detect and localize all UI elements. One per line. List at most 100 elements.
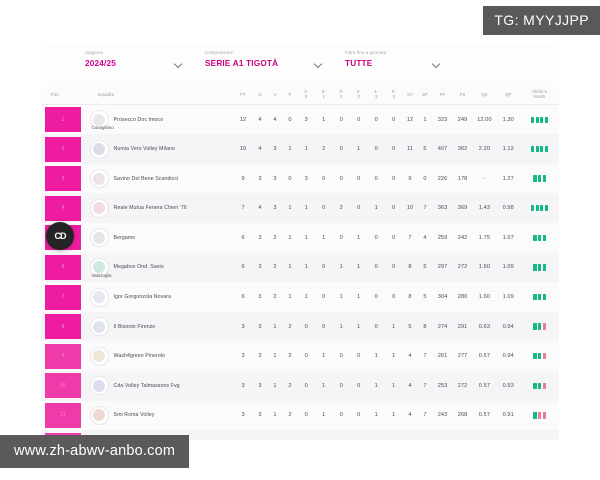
team-name: Reale Mutua Fenera Chieri '76 — [113, 205, 187, 212]
win-bar — [537, 293, 542, 301]
row-team-cell[interactable]: Smi Roma Volley — [84, 401, 234, 431]
chevron-down-icon[interactable] — [314, 59, 323, 68]
win-bar — [533, 264, 537, 271]
cell-s32: 0 — [339, 175, 343, 182]
cell-sv: 7 — [408, 234, 412, 241]
cell-sv: 8 — [408, 294, 412, 301]
team-name: Savino Del Bene Scandicci — [113, 175, 179, 182]
win-bar — [542, 264, 546, 271]
standings-table: Pos Squadra PT G V P 3- 0 3- 1 3- 2 2- 3 1- 3… — [41, 86, 559, 440]
row-team-cell[interactable]: Il Bisonte Firenze — [84, 312, 234, 342]
cell-v: 4 — [273, 116, 277, 123]
filter-stagione-label: Stagione — [85, 50, 104, 55]
cell-sv: 4 — [408, 382, 412, 389]
cell-s30: 0 — [297, 430, 315, 440]
loss-bar — [542, 323, 546, 330]
team-name: Il Bisonte Firenze — [113, 323, 156, 330]
row-team-cell[interactable]: Numia Vero Volley Milano — [84, 134, 234, 164]
table-row[interactable]: 10 Cda Volley Talmassons Fvg 3 3 1 2 0 1 0 0 1 1 4 7 2… — [41, 371, 559, 401]
row-position-cell: 3 — [41, 164, 84, 194]
cell-qs: 0.57 — [478, 412, 491, 419]
row-team-cell[interactable]: Wash4green Pinerolo — [84, 341, 234, 371]
cell-pt: 3 — [241, 353, 245, 360]
table-row[interactable]: 5Bergamo6321110100742592421.751.07 — [41, 223, 559, 253]
cell-sp: 0 — [423, 175, 427, 182]
header-g: G — [252, 86, 268, 106]
cell-sv: 10 — [406, 205, 414, 212]
header-3-1: 3- 1 — [314, 86, 333, 106]
filter-competizione-label: Competizione — [205, 50, 234, 55]
table-row[interactable]: 8 Il Bisonte Firenze 3 3 1 2 0 0 1 1 0 1 5 8 274 291 0.6… — [41, 311, 559, 342]
filter-competizione[interactable]: Competizione SERIE A1 TIGOTÀ — [205, 50, 323, 68]
cell-p: 0 — [288, 116, 292, 123]
cell-pf: 274 — [437, 323, 448, 330]
win-bar — [531, 205, 535, 212]
cell-qs: 1.75 — [478, 234, 491, 241]
chevron-down-icon[interactable] — [432, 59, 441, 68]
cell-g: 3 — [258, 234, 262, 241]
cell-s32: 0 — [339, 382, 343, 389]
win-bar — [542, 293, 546, 301]
chevron-down-icon[interactable] — [174, 59, 183, 68]
row-team-cell[interactable]: Bergamo — [84, 223, 234, 253]
filter-giornata-value: TUTTE — [345, 59, 373, 68]
cell-v: 0 — [267, 430, 282, 440]
table-row[interactable]: 6 Megabox Ond. Savio Vallefoglia 6 3 2 1 1 0 1 1 0 0… — [41, 252, 559, 283]
team-name: Cda Volley Talmassons Fvg — [113, 382, 180, 389]
cell-ps: 272 — [457, 264, 468, 271]
cell-sv: 8 — [408, 264, 412, 271]
cd-badge-icon[interactable]: CD — [46, 222, 74, 250]
cell-p: 2 — [288, 412, 292, 419]
row-team-cell[interactable]: Igor Gorgonzola Novara — [84, 282, 234, 312]
table-row[interactable]: 1 Prosecco Doc Imoco Conegliano 12 4 4 0 3 1 0 0 0 0… — [41, 105, 559, 135]
table-row[interactable]: 2 Numia Vero Volley Milano 10 4 3 1 1 2 0 1 0 0 11 5 4… — [41, 134, 559, 164]
cell-p: 4 — [282, 430, 297, 440]
row-team-cell[interactable]: Savino Del Bene Scandicci — [84, 164, 234, 194]
header-sp: SP — [417, 86, 433, 106]
cell-last5 — [520, 164, 559, 194]
cell-s32: 2 — [339, 205, 343, 212]
table-row[interactable]: 4 Reale Mutua Fenera Chieri '76 7 4 3 1 1 0 2 0 1 0… — [41, 193, 559, 224]
win-bar — [535, 116, 539, 123]
cell-qs: 0.57 — [478, 382, 491, 389]
team-name: Prosecco Doc Imoco — [113, 116, 164, 123]
cell-last5 — [520, 371, 559, 401]
filter-giornata[interactable]: Filtra fino a giornata TUTTE — [345, 50, 441, 68]
cell-last5 — [520, 312, 559, 342]
cell-s30: 1 — [304, 294, 308, 301]
cell-p: 1 — [288, 264, 292, 271]
row-team-cell[interactable]: Prosecco Doc Imoco Conegliano — [84, 105, 234, 135]
team-logo-icon — [89, 376, 109, 396]
filter-stagione[interactable]: Stagione 2024/25 — [85, 50, 183, 68]
cell-s32: 1 — [339, 264, 343, 271]
team-name-second-line: Vallefoglia — [91, 272, 112, 278]
standings-card: Stagione 2024/25 Competizione SERIE A1 T… — [41, 44, 559, 440]
table-row[interactable]: 7 Igor Gorgonzola Novara 6 3 2 1 1 0 1 1 0 0 8 5 304 28… — [41, 282, 559, 312]
cell-s30: 3 — [304, 116, 308, 123]
cell-g: 3 — [258, 412, 262, 419]
table-row[interactable]: 11 Smi Roma Volley 3 3 1 2 0 1 0 0 1 1 4 7 243 268 0.57 0… — [41, 401, 559, 431]
table-row[interactable]: 9 Wash4green Pinerolo 3 3 1 2 0 1 0 0 1 1 4 7 261 277 0.… — [41, 341, 559, 371]
cell-sv: 12 — [406, 116, 414, 123]
cell-qp: 1.07 — [502, 234, 514, 241]
cell-s13: 0 — [374, 264, 378, 271]
cell-sv: 2 — [403, 430, 418, 440]
row-team-cell[interactable]: Cda Volley Talmassons Fvg — [84, 371, 234, 401]
cell-s30: 0 — [304, 412, 308, 419]
cell-s03: 0 — [392, 234, 396, 241]
cell-s13: 1 — [374, 382, 378, 389]
row-team-cell[interactable]: Reale Mutua Fenera Chieri '76 — [84, 193, 234, 223]
cell-qs: 2.20 — [478, 146, 491, 153]
cell-pf: 261 — [437, 353, 448, 360]
row-team-cell[interactable]: Megabox Ond. Savio Vallefoglia — [84, 253, 234, 283]
cell-s31: 1 — [322, 353, 326, 360]
cell-v: 1 — [273, 353, 277, 360]
cell-g: 3 — [258, 264, 262, 271]
team-logo-icon — [89, 405, 109, 425]
win-bar — [533, 382, 537, 390]
table-row[interactable]: 3 Savino Del Bene Scandicci 9 3 3 0 3 0 0 0 0 0 9 0 22… — [41, 164, 559, 194]
header-pos: Pos — [41, 86, 84, 106]
cell-s32: 0 — [339, 146, 343, 153]
win-bar — [537, 264, 542, 271]
cell-pt: 1 — [234, 430, 253, 440]
